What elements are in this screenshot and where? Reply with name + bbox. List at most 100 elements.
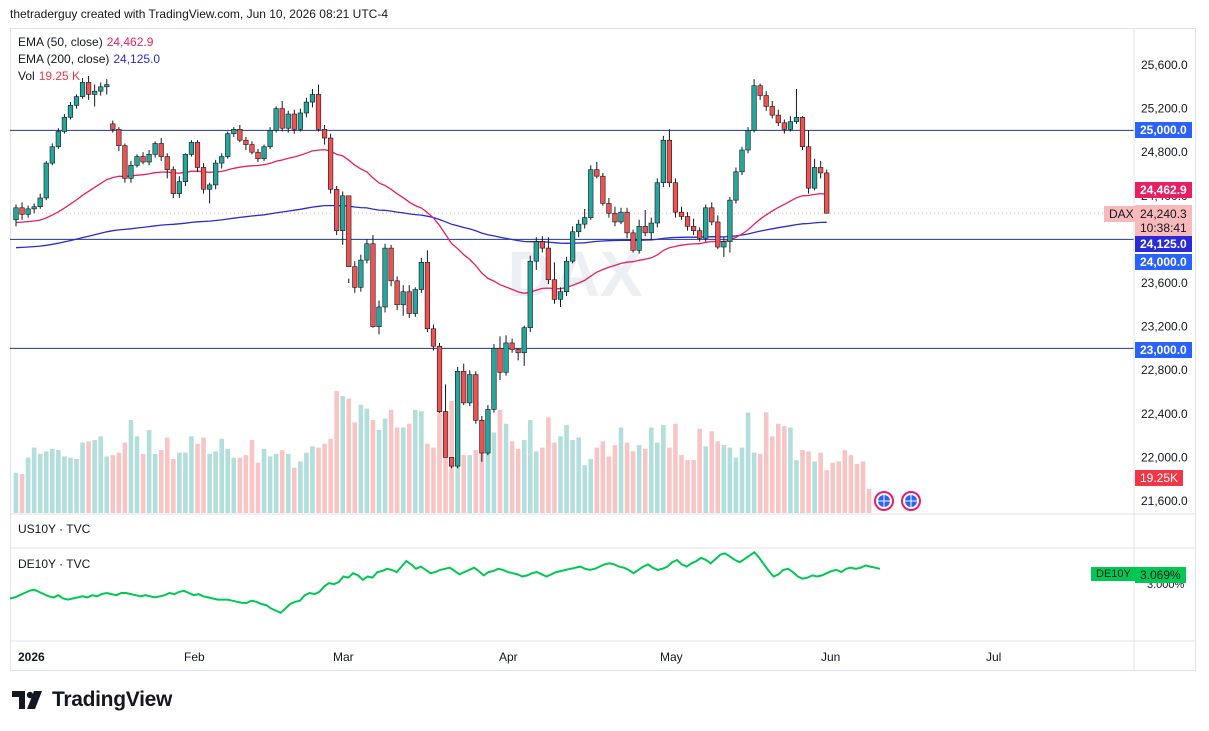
ema50-tag: 24,462.9: [1135, 182, 1192, 198]
event-globe-icon[interactable]: [901, 491, 921, 511]
candle-body: [775, 114, 781, 124]
candle-body: [116, 129, 122, 146]
volume-bar: [376, 429, 382, 513]
volume-bar: [782, 426, 787, 513]
candle-body: [219, 156, 225, 164]
candle-body: [388, 247, 394, 282]
volume-bar: [267, 456, 273, 513]
volume-bar: [854, 463, 860, 513]
volume-bar: [812, 461, 817, 513]
volume-bar: [739, 447, 745, 513]
volume-bar: [370, 419, 376, 513]
legend-ema50[interactable]: EMA (50, close) 24,462.9: [18, 34, 160, 51]
volume-bar: [636, 445, 642, 513]
candle-body: [430, 328, 437, 347]
legend-ema50-value: 24,462.9: [106, 35, 154, 49]
volume-bar: [400, 427, 406, 513]
volume-bar: [86, 441, 91, 513]
candle-body: [334, 188, 340, 231]
candle-body: [340, 195, 346, 231]
volume-bar: [92, 440, 97, 513]
candle-body: [684, 216, 691, 227]
candle-body: [648, 222, 654, 234]
volume-bar: [473, 450, 479, 513]
volume-bar: [727, 447, 733, 513]
candle-body: [400, 291, 406, 306]
volume-bar: [243, 455, 249, 513]
volume-bar: [794, 460, 799, 513]
candle-body: [721, 241, 727, 248]
volume-bar: [751, 452, 757, 513]
candle-body: [606, 203, 612, 214]
volume-bar: [860, 461, 866, 513]
ema200-tag: 24,125.0: [1135, 236, 1192, 252]
volume-bar: [661, 424, 666, 513]
time-axis-label: Jul: [986, 650, 1001, 664]
volume-bar: [697, 428, 702, 513]
candle-body: [739, 149, 745, 173]
volume-bar: [219, 438, 224, 513]
candle-body: [394, 280, 400, 306]
candle-body: [49, 146, 55, 164]
volume-bar: [703, 446, 708, 513]
volume-bar: [503, 423, 509, 513]
volume-bar: [225, 448, 231, 513]
candle-body: [533, 241, 539, 262]
candle-body: [521, 327, 527, 354]
candle-body: [182, 154, 189, 182]
legend-vol[interactable]: Vol 19.25 K: [18, 68, 160, 85]
candle-body: [557, 291, 564, 300]
candle-body: [315, 94, 322, 130]
volume-bar: [346, 398, 352, 513]
volume-bar: [836, 461, 842, 513]
volume-bar: [715, 441, 721, 513]
volume-bar: [594, 447, 600, 513]
candle-body: [448, 457, 455, 467]
pane-label-us10y[interactable]: US10Y · TVC: [18, 522, 91, 536]
candle-body: [509, 342, 515, 350]
legend-vol-label: Vol: [18, 69, 35, 83]
legend-ema200[interactable]: EMA (200, close) 24,125.0: [18, 51, 160, 68]
price-tick-label: 25,600.0: [1141, 58, 1188, 72]
volume-bar: [818, 452, 823, 513]
candle-body: [158, 143, 164, 157]
volume-bar: [679, 455, 684, 513]
volume-bar: [164, 437, 170, 513]
candle-body: [715, 221, 721, 248]
volume-bar: [431, 447, 436, 513]
volume-bar: [413, 409, 418, 513]
candle-body: [309, 94, 316, 103]
candle-body: [660, 139, 666, 184]
candle-body: [321, 129, 328, 139]
volume-bar: [612, 445, 618, 513]
volume-bar: [304, 452, 309, 513]
candle-body: [412, 289, 418, 314]
volume-bar: [292, 467, 297, 513]
volume-bar: [298, 461, 303, 513]
volume-bar: [171, 458, 176, 513]
legend-ema50-label: EMA (50, close): [18, 35, 103, 49]
time-axis-label: Mar: [333, 650, 354, 664]
candle-body: [43, 162, 49, 199]
candle-body: [709, 207, 715, 223]
symbol-tag: DAX: [1104, 206, 1139, 222]
volume-bar: [146, 429, 152, 513]
candle-body: [745, 130, 751, 151]
volume-bar: [80, 442, 85, 513]
candle-body: [352, 266, 358, 288]
volume-bar: [576, 437, 581, 513]
pane-label-de10y[interactable]: DE10Y · TVC: [18, 557, 91, 571]
tradingview-brand[interactable]: TradingView: [12, 688, 172, 712]
volume-bar: [74, 458, 79, 513]
volume-bar: [648, 427, 654, 513]
volume-bar: [800, 450, 805, 513]
candle-body: [563, 260, 570, 293]
candle-body: [811, 167, 818, 189]
candle-body: [636, 226, 642, 251]
candle-body: [545, 247, 551, 281]
candle-body: [327, 137, 334, 190]
volume-bar: [709, 431, 715, 513]
candle-body: [703, 207, 709, 239]
event-globe-icon[interactable]: [874, 491, 894, 511]
